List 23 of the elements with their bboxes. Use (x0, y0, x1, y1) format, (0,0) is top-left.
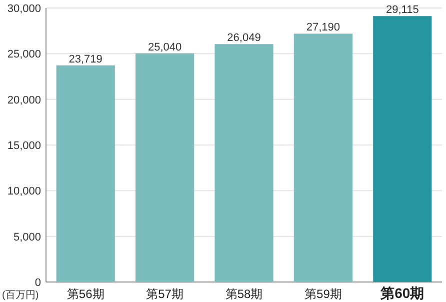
x-tick-label: 第56期 (66, 287, 104, 301)
data-label: 29,115 (386, 4, 419, 16)
bar (135, 53, 194, 282)
data-label: 26,049 (227, 32, 261, 44)
bar (294, 34, 353, 282)
bar (56, 65, 115, 282)
y-tick-label: 25,000 (7, 48, 41, 61)
data-label: 27,190 (306, 22, 340, 34)
data-label: 25,040 (148, 41, 182, 54)
y-tick-label: 30,000 (7, 3, 41, 15)
x-tick-label: 第58期 (225, 287, 263, 301)
x-tick-label: 第57期 (146, 287, 184, 301)
x-tick-label: 第59期 (304, 287, 342, 301)
y-tick-label: 0 (34, 277, 41, 289)
y-tick-label: 15,000 (7, 140, 41, 152)
x-tick-label: 第60期 (380, 285, 424, 301)
bar (373, 16, 432, 282)
data-label: 23,719 (68, 53, 102, 66)
y-tick-label: 5,000 (13, 231, 41, 244)
y-tick-label: 20,000 (7, 94, 41, 106)
bar (214, 44, 274, 282)
y-axis-title: (百万円) (2, 290, 39, 301)
y-tick-label: 10,000 (7, 186, 41, 198)
